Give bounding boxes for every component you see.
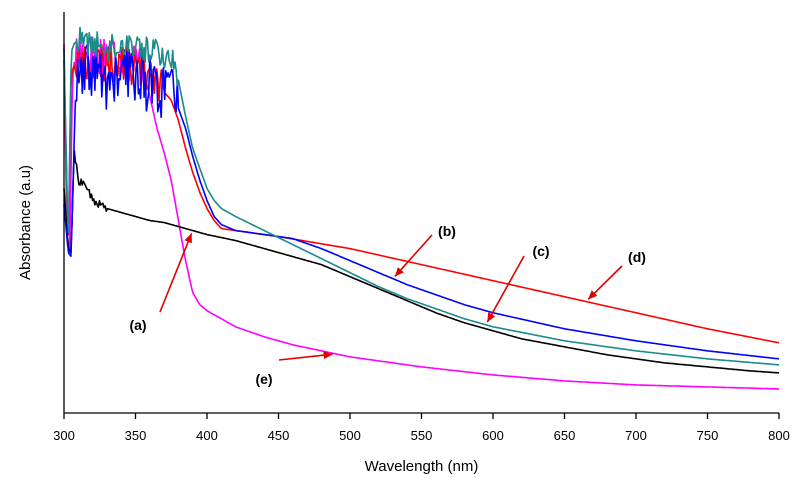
annotation-arrowhead	[394, 267, 404, 277]
annotations: (a) (b) (c) (d) (e)	[129, 223, 646, 387]
x-tick-label: 300	[53, 428, 75, 443]
series-line-a	[63, 149, 780, 374]
x-tick-label: 650	[554, 428, 576, 443]
series-line-d	[63, 40, 780, 344]
annotation-label-c: (c)	[532, 243, 549, 259]
x-tick-label: 700	[625, 428, 647, 443]
series-line-b	[63, 44, 780, 360]
annotation-arrowhead	[184, 233, 192, 244]
x-tick-label: 500	[339, 428, 361, 443]
x-tick-label: 350	[125, 428, 147, 443]
series-layer	[63, 26, 780, 390]
x-tick-label: 750	[697, 428, 719, 443]
y-axis-title: Absorbance (a.u)	[17, 165, 34, 280]
series-line-e	[63, 36, 779, 390]
annotation-label-e: (e)	[255, 371, 272, 387]
x-axis-title: Wavelength (nm)	[365, 458, 479, 475]
series-line-c	[63, 26, 780, 366]
annotation-arrowhead	[588, 290, 598, 300]
x-ticks: 300 350 400 450 500 550 600 650 700 750 800	[53, 413, 790, 443]
x-tick-label: 800	[768, 428, 790, 443]
x-tick-label: 450	[268, 428, 290, 443]
annotation-arrow	[159, 233, 193, 313]
annotation-arrow	[394, 234, 433, 277]
annotation-arrowhead	[323, 351, 333, 360]
annotation-label-b: (b)	[438, 223, 456, 239]
x-tick-label: 600	[482, 428, 504, 443]
annotation-label-a: (a)	[129, 317, 146, 333]
annotation-arrowhead	[487, 312, 496, 323]
annotation-arrow	[486, 255, 525, 323]
x-tick-label: 400	[196, 428, 218, 443]
x-tick-label: 550	[411, 428, 433, 443]
annotation-label-d: (d)	[628, 249, 646, 265]
